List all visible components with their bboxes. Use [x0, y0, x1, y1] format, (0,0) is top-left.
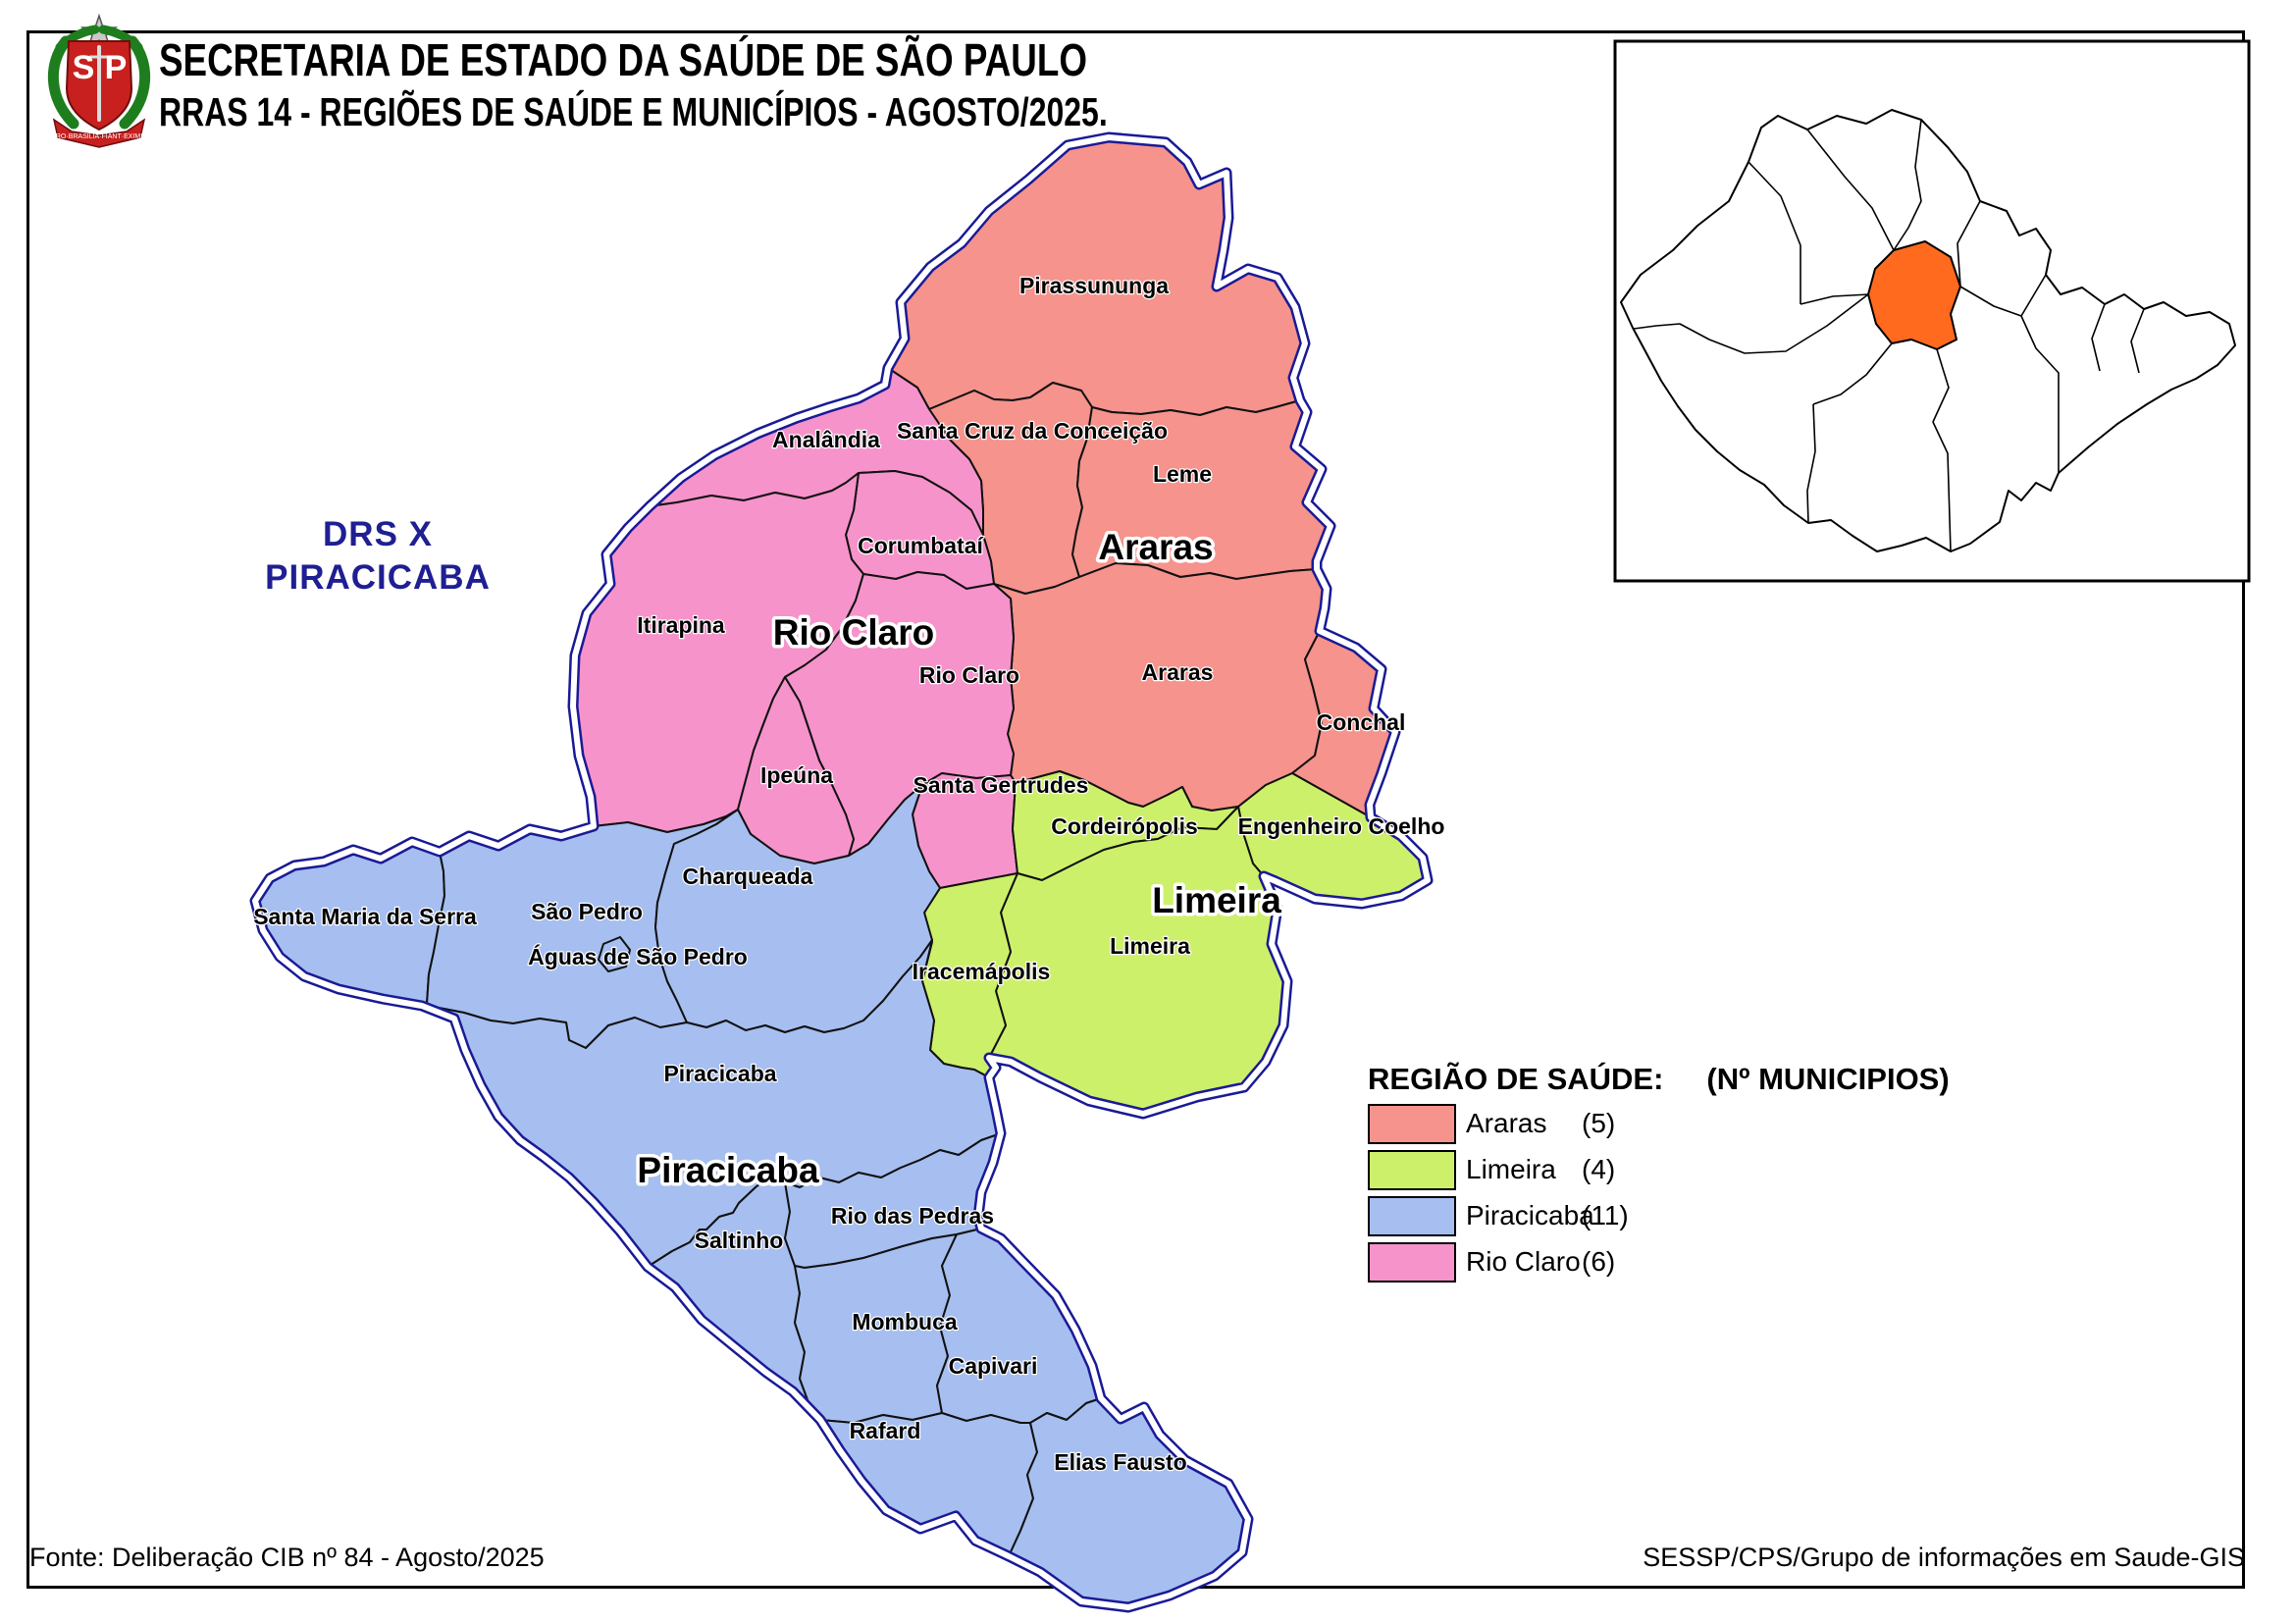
municipality-label: Engenheiro Coelho [1238, 813, 1445, 839]
legend-label: Araras [1466, 1108, 1547, 1138]
motto-ribbon [52, 118, 146, 148]
drs-label: DRS X PIRACICABA [265, 515, 491, 597]
motto-text: PRO·BRASILIA·FIANT·EXIMIA [51, 133, 147, 140]
region-label-rio-claro: Rio Claro [773, 612, 934, 653]
municipality-label: Leme [1153, 461, 1212, 487]
municipality-label: Pirassununga [1019, 273, 1169, 298]
legend-swatch-rio-claro [1368, 1241, 1456, 1283]
legend-title: REGIÃO DE SAÚDE: [1368, 1062, 1664, 1096]
municipality-label: Saltinho [695, 1228, 784, 1253]
legend-label: Piracicaba [1466, 1200, 1594, 1230]
inset-highlighted-drs-x-region [1867, 240, 1961, 350]
legend-count: (4) [1582, 1154, 1616, 1184]
legend-item-rio-claro: Rio Claro (6) [1368, 1241, 1950, 1283]
region-label-piracicaba: Piracicaba [637, 1150, 819, 1190]
legend: REGIÃO DE SAÚDE: (Nº MUNICIPIOS) Araras (… [1368, 1062, 1950, 1283]
legend-label: Rio Claro [1466, 1246, 1581, 1277]
municipality-label: Elias Fausto [1054, 1449, 1186, 1475]
municipality-labels: Pirassununga Santa Cruz da Conceição Lem… [252, 272, 1446, 1477]
map-title-block: SECRETARIA DE ESTADO DA SAÚDE DE SÃO PAU… [159, 33, 1375, 135]
legend-label: Limeira [1466, 1154, 1556, 1184]
region-rio-claro [572, 367, 1018, 889]
source-note: Fonte: Deliberação CIB nº 84 - Agosto/20… [29, 1543, 545, 1572]
municipality-label: Santa Maria da Serra [253, 904, 477, 929]
region-piracicaba [254, 784, 1249, 1608]
region-limeira [921, 770, 1429, 1115]
inset-drs-division-lines [1633, 119, 2145, 552]
region-labels: Araras Rio Claro Limeira Piracicaba [634, 524, 1285, 1194]
drs-label-line-1: DRS X [323, 515, 433, 553]
drs-label-line-2: PIRACICABA [265, 558, 491, 597]
title-line-2: RRAS 14 - REGIÕES DE SAÚDE E MUNICÍPIOS … [159, 89, 1108, 134]
credits-note: SESSP/CPS/Grupo de informações em Saude-… [1643, 1543, 2245, 1572]
legend-item-limeira: Limeira (4) [1368, 1149, 1950, 1190]
legend-swatch-araras [1368, 1103, 1456, 1144]
municipality-label: Rio Claro [919, 662, 1019, 688]
state-overview-inset [1613, 39, 2251, 583]
legend-count: (6) [1582, 1246, 1616, 1277]
municipality-label: Itirapina [637, 612, 725, 638]
legend-swatch-limeira [1368, 1149, 1456, 1190]
sao-paulo-coat-of-arms-logo: S P PRO·BRASILIA·FIANT·EXIMIA [47, 13, 151, 148]
region-araras [887, 136, 1396, 818]
municipality-label: Santa Gertrudes [913, 772, 1089, 798]
municipality-label: Cordeirópolis [1051, 813, 1198, 839]
legend-count: (11) [1582, 1200, 1629, 1230]
municipality-label: Capivari [949, 1353, 1038, 1379]
municipality-label: Águas de São Pedro [528, 943, 748, 969]
legend-item-araras: Araras (5) [1368, 1103, 1950, 1144]
region-label-araras: Araras [1098, 527, 1213, 567]
municipality-label: Charqueada [683, 864, 813, 889]
legend-item-piracicaba: Piracicaba (11) [1368, 1195, 1950, 1236]
legend-subtitle: (Nº MUNICIPIOS) [1706, 1062, 1950, 1096]
municipality-label: Corumbataí [858, 533, 984, 558]
logo-letter-s: S [73, 49, 95, 86]
municipality-label: São Pedro [531, 899, 643, 924]
municipality-label: Mombuca [852, 1309, 958, 1335]
municipality-label: Rafard [850, 1418, 921, 1443]
municipality-label: Araras [1142, 659, 1214, 685]
municipality-label: Santa Cruz da Conceição [897, 418, 1168, 444]
legend-title-row: REGIÃO DE SAÚDE: (Nº MUNICIPIOS) [1368, 1062, 1950, 1097]
legend-swatch-piracicaba [1368, 1195, 1456, 1236]
municipality-aguas-de-sao-pedro [598, 936, 631, 972]
legend-count: (5) [1582, 1108, 1616, 1138]
municipality-label: Conchal [1317, 709, 1406, 735]
municipality-label: Iracemápolis [913, 959, 1051, 984]
municipality-label: Rio das Pedras [831, 1203, 994, 1229]
region-label-limeira: Limeira [1152, 880, 1281, 920]
municipality-label: Limeira [1110, 933, 1190, 959]
municipality-label: Piracicaba [663, 1061, 776, 1086]
logo-letter-p: P [105, 49, 128, 86]
municipality-label: Analândia [772, 427, 880, 452]
laurel-wreath [47, 25, 151, 130]
sword-icon [88, 45, 110, 122]
municipality-label: Ipeúna [760, 762, 833, 788]
title-line-1: SECRETARIA DE ESTADO DA SAÚDE DE SÃO PAU… [159, 34, 1087, 85]
rras-outer-boundary-casing-gap [252, 134, 1431, 1610]
